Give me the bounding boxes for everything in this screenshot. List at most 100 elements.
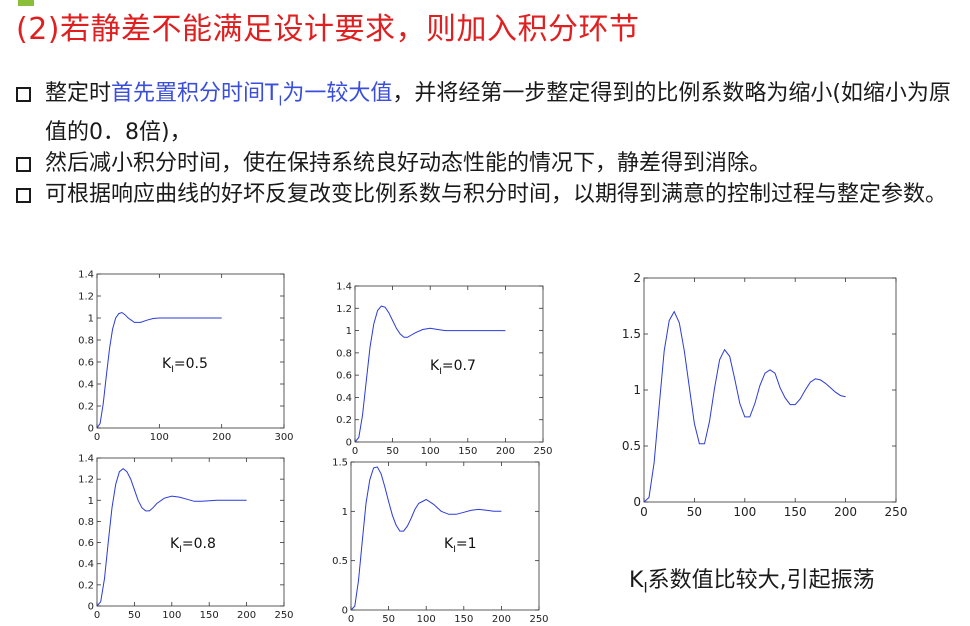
x-tick-label: 100 — [417, 614, 436, 625]
y-tick-label: 0.6 — [78, 358, 94, 369]
x-tick-label: 250 — [529, 614, 548, 625]
x-tick-label: 0 — [94, 610, 100, 621]
x-tick-label: 150 — [458, 446, 477, 457]
y-tick-label: 0.8 — [78, 517, 94, 528]
x-tick-label: 100 — [733, 505, 756, 519]
x-tick-label: 200 — [492, 614, 511, 625]
step-response-line — [354, 305, 506, 443]
x-tick-label: 50 — [128, 610, 141, 621]
x-tick-label: 100 — [421, 446, 440, 457]
x-tick-label: 50 — [382, 614, 395, 625]
plot-large-oscillation: 0 50 100 150 200 250 0 0.5 1 1.5 2 — [610, 270, 910, 526]
plot-frame — [643, 277, 897, 503]
y-tick-label: 0.2 — [336, 415, 352, 426]
y-tick-label: 0 — [88, 424, 94, 435]
bullet-text-3: 可根据响应曲线的好坏反复改变比例系数与积分时间，以期得到满意的控制过程与整定参数… — [45, 182, 948, 208]
ki-annotation-k: K — [430, 358, 440, 374]
ki-annotation-sub: I — [179, 545, 182, 555]
plot-frame — [350, 461, 540, 611]
y-tick-label: 1 — [88, 314, 94, 325]
x-tick-label: 200 — [834, 505, 857, 519]
y-tick-label: 0.6 — [78, 538, 94, 549]
x-tick-label: 100 — [150, 432, 169, 443]
y-tick-label: 2 — [633, 271, 641, 285]
plot-frame — [96, 457, 285, 607]
ki-annotation-value: =0.7 — [442, 358, 476, 374]
y-tick-label: 0 — [633, 495, 641, 509]
plot-ki-0-5: 0 100 200 300 0 0.2 0.4 0.6 0.8 1 1.2 1.4 KI=0.5 — [62, 268, 293, 444]
x-tick-label: 0 — [640, 505, 648, 519]
y-tick-label: 0.5 — [622, 439, 641, 453]
square-bullet-icon — [16, 157, 31, 173]
plot-ki-0-8: 0 50 100 150 200 250 0 0.2 0.4 0.6 0.8 1 1.2 1.4 KI=0.… — [62, 452, 293, 624]
y-tick-label: 1.5 — [622, 327, 641, 341]
x-tick-label: 0 — [348, 614, 354, 625]
y-tick-label: 0 — [88, 602, 94, 613]
step-response-line — [350, 466, 502, 611]
plot-ki-0-5-svg: 0 100 200 300 0 0.2 0.4 0.6 0.8 1 1.2 1.4 KI=0.5 — [78, 270, 293, 444]
ki-annotation-sub: I — [453, 545, 456, 555]
ki-annotation-k: K — [162, 356, 172, 372]
y-tick-label: 1 — [88, 496, 94, 507]
x-tick-label: 200 — [237, 610, 256, 621]
y-tick-label: 1 — [346, 326, 352, 337]
ki-annotation-value: =0.5 — [174, 356, 208, 372]
ki-annotation-k: K — [170, 536, 180, 552]
bullet-list: 整定时首先置积分时间TI为一较大值，并将经第一步整定得到的比例系数略为缩小(如缩… — [14, 78, 964, 210]
y-tick-label: 1.5 — [332, 458, 348, 469]
x-tick-label: 0 — [352, 446, 358, 457]
x-tick-label: 250 — [885, 505, 908, 519]
y-tick-label: 0.4 — [78, 380, 94, 391]
ki-annotation-k: K — [444, 536, 454, 552]
step-response-line — [643, 310, 846, 503]
plot-ki-0-7-svg: 0 50 100 150 200 250 0 0.2 0.4 0.6 0.8 1 1.2 1.4 KI=0.… — [336, 282, 552, 458]
x-tick-label: 200 — [212, 432, 231, 443]
y-tick-label: 1 — [342, 507, 348, 518]
bullet-1-highlight: 首先置积分时间TI为一较大值 — [111, 81, 392, 110]
y-tick-label: 1.4 — [336, 282, 352, 293]
y-tick-label: 0.6 — [336, 371, 352, 382]
y-tick-label: 0.2 — [78, 402, 94, 413]
x-tick-label: 250 — [274, 610, 293, 621]
step-response-line — [96, 467, 247, 607]
plot-ki-0-8-svg: 0 50 100 150 200 250 0 0.2 0.4 0.6 0.8 1 1.2 1.4 KI=0.… — [78, 454, 293, 622]
x-tick-label: 150 — [200, 610, 219, 621]
title-accent-bar — [18, 0, 34, 6]
bullet-1-highlight-a: 首先置积分时间T — [111, 81, 279, 106]
ki-annotation: KI=0.5 — [162, 356, 208, 375]
bullet-item-1: 整定时首先置积分时间TI为一较大值，并将经第一步整定得到的比例系数略为缩小(如缩… — [14, 78, 964, 148]
y-tick-label: 0 — [342, 606, 348, 617]
bullet-1-highlight-sub: I — [278, 94, 283, 110]
ki-annotation-sub: I — [171, 365, 174, 375]
x-tick-label: 100 — [162, 610, 181, 621]
y-tick-label: 0.8 — [78, 336, 94, 347]
square-bullet-icon — [16, 87, 31, 102]
plot-ki-0-7: 0 50 100 150 200 250 0 0.2 0.4 0.6 0.8 1 1.2 1.4 KI=0.… — [322, 280, 552, 458]
bullet-text-1: 整定时首先置积分时间TI为一较大值，并将经第一步整定得到的比例系数略为缩小(如缩… — [45, 78, 964, 148]
bullet-item-2: 然后减小积分时间，使在保持系统良好动态性能的情况下，静差得到消除。 — [14, 148, 964, 179]
y-tick-label: 1.2 — [336, 304, 352, 315]
caption-k: K — [629, 568, 644, 593]
oscillation-caption: KI系数值比较大,引起振荡 — [629, 562, 875, 596]
x-tick-label: 300 — [274, 432, 293, 443]
ki-annotation-value: =0.8 — [182, 536, 216, 552]
caption-sub: I — [643, 580, 648, 597]
ki-annotation: KI=0.8 — [170, 536, 216, 555]
x-tick-label: 50 — [687, 505, 702, 519]
ki-annotation-sub: I — [439, 367, 442, 377]
plot-frame — [354, 285, 544, 443]
square-bullet-icon — [16, 188, 31, 204]
bullet-1-pre: 整定时 — [45, 81, 112, 106]
x-tick-label: 150 — [454, 614, 473, 625]
plot-ki-1: 0 50 100 150 200 250 0 0.5 1 1.5 KI=1 — [322, 456, 552, 626]
y-tick-label: 1.2 — [78, 292, 94, 303]
bullet-1-post: ，并将经第一步整定得到的比例系数略为缩小(如缩小为原值的0．8倍)， — [45, 81, 951, 146]
x-tick-label: 250 — [533, 446, 552, 457]
x-tick-label: 200 — [496, 446, 515, 457]
plot-frame — [96, 273, 285, 429]
ki-annotation: KI=0.7 — [430, 358, 476, 377]
y-tick-label: 0.8 — [336, 348, 352, 359]
ki-annotation: KI=1 — [444, 536, 477, 555]
y-tick-label: 1.2 — [78, 475, 94, 486]
y-tick-label: 0.2 — [78, 580, 94, 591]
